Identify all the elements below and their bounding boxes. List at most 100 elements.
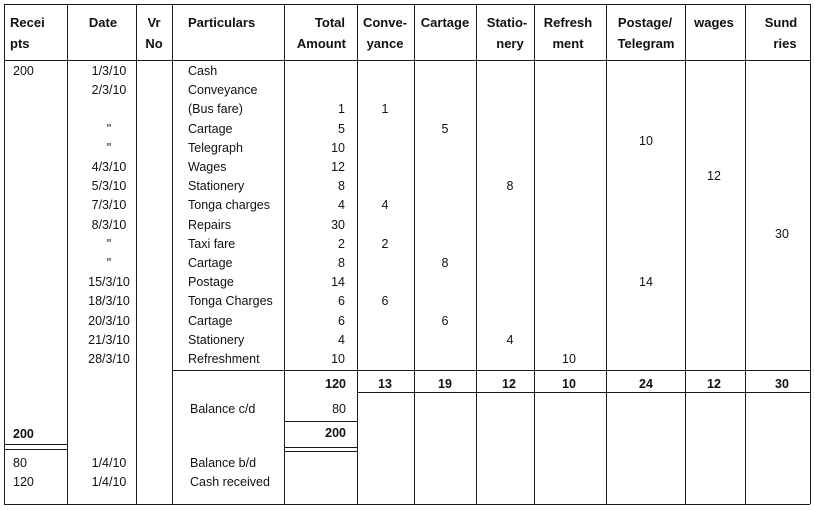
cell-stationery: 4 <box>506 332 514 347</box>
table-top-border <box>4 4 810 5</box>
cell-conveyance: 1 <box>381 102 389 117</box>
col-border-cartage <box>476 4 477 504</box>
header-stationery-line1: Statio- <box>486 15 528 30</box>
date-balance-bd: 1/4/10 <box>91 456 127 470</box>
totals-sundries: 30 <box>775 377 789 391</box>
cell-date: 21/3/10 <box>88 332 130 347</box>
col-border-stationery <box>534 4 535 504</box>
totals-total-amount: 120 <box>325 377 346 391</box>
header-receipts-line1: Recei <box>10 15 45 30</box>
cell-particulars: Cartage <box>188 121 233 136</box>
cell-sundries: 30 <box>775 226 789 241</box>
col-border-date <box>136 4 137 504</box>
col-border-left <box>4 4 5 504</box>
amount-grand-total: 200 <box>325 426 346 440</box>
date-cash-received: 1/4/10 <box>91 475 127 489</box>
cell-date: 5/3/10 <box>91 179 127 194</box>
cell-total-amount: 6 <box>338 313 345 328</box>
header-refreshment-line1: Refresh <box>543 15 593 30</box>
cell-receipt: 200 <box>13 64 34 78</box>
header-receipts-line2: pts <box>10 36 30 51</box>
cell-date: " <box>106 140 112 155</box>
cell-date: 15/3/10 <box>88 275 130 290</box>
particulars-cash-received: Cash received <box>190 475 270 489</box>
header-particulars: Particulars <box>188 15 256 30</box>
col-border-right <box>810 4 811 504</box>
cell-particulars: Cartage <box>188 313 233 328</box>
header-vr-line2: No <box>145 36 163 51</box>
cell-date: 8/3/10 <box>91 217 127 232</box>
col-border-receipts <box>67 4 68 504</box>
cell-cartage: 8 <box>441 256 449 270</box>
cell-total-amount: 8 <box>338 256 345 270</box>
cell-postage: 10 <box>639 133 653 148</box>
cell-date: 4/3/10 <box>91 160 127 174</box>
receipts-total-rule-b <box>4 449 67 450</box>
cell-particulars: Cartage <box>188 256 233 270</box>
cell-particulars: Telegraph <box>188 140 243 155</box>
cell-date: 7/3/10 <box>91 198 127 213</box>
col-border-total <box>357 4 358 504</box>
header-total-line1: Total <box>314 15 345 30</box>
cell-particulars: (Bus fare) <box>188 102 243 117</box>
header-wages: wages <box>694 15 734 30</box>
header-refreshment-line2: ment <box>552 36 584 51</box>
cell-conveyance: 6 <box>381 294 389 309</box>
particulars-balance-bd: Balance b/d <box>190 456 257 470</box>
header-cartage: Cartage <box>420 15 470 30</box>
header-sundries-line1: Sund <box>764 15 798 30</box>
cell-date: 18/3/10 <box>88 294 130 309</box>
header-conveyance-line2: yance <box>366 36 404 51</box>
cell-total-amount: 5 <box>338 121 345 136</box>
grand-total-rule-a <box>284 447 357 448</box>
cell-cartage: 5 <box>441 121 449 136</box>
balance-cd-label: Balance c/d <box>190 402 256 416</box>
cell-total-amount: 30 <box>331 217 345 232</box>
cell-particulars: Repairs <box>188 217 232 232</box>
col-border-postage <box>685 4 686 504</box>
col-border-refreshment <box>606 4 607 504</box>
cell-particulars: Wages <box>188 160 227 174</box>
receipts-total-rule-a <box>4 444 67 445</box>
cell-cartage: 6 <box>441 313 449 328</box>
receipt-cash-received: 120 <box>13 475 34 489</box>
cell-date: " <box>106 256 112 270</box>
cell-particulars: Tonga charges <box>188 198 271 213</box>
balance-cd-amount: 80 <box>332 402 346 416</box>
header-conveyance-line1: Conve- <box>362 15 408 30</box>
header-date: Date <box>88 15 118 30</box>
cell-stationery: 8 <box>506 179 514 194</box>
col-border-conveyance <box>414 4 415 504</box>
totals-wages: 12 <box>707 377 721 391</box>
table-bottom-border <box>4 504 810 505</box>
grand-total-rule-b <box>284 451 357 452</box>
cell-particulars: Conveyance <box>188 83 258 98</box>
cell-wages: 12 <box>707 169 721 183</box>
header-sundries-line2: ries <box>773 36 797 51</box>
header-divider <box>4 60 810 61</box>
cell-total-amount: 4 <box>338 198 345 213</box>
cell-particulars: Refreshment <box>188 352 260 366</box>
cell-date: 2/3/10 <box>91 83 127 98</box>
cell-conveyance: 2 <box>381 236 389 251</box>
cell-particulars: Stationery <box>188 332 245 347</box>
totals-conveyance: 13 <box>378 377 392 391</box>
cell-total-amount: 10 <box>331 140 345 155</box>
col-border-particulars <box>284 4 285 504</box>
cell-particulars: Tonga Charges <box>188 294 273 309</box>
totals-postage: 24 <box>639 377 653 391</box>
cell-total-amount: 2 <box>338 236 345 251</box>
totals-stationery: 12 <box>502 377 516 391</box>
cell-total-amount: 12 <box>331 160 345 174</box>
cell-date: 28/3/10 <box>88 352 130 366</box>
cell-particulars: Taxi fare <box>188 236 236 251</box>
col-border-wages <box>745 4 746 504</box>
cell-date: " <box>106 236 112 251</box>
totals-bottom-rule <box>357 392 810 393</box>
receipt-balance-bd: 80 <box>13 456 27 470</box>
cell-total-amount: 1 <box>338 102 345 117</box>
totals-cartage: 19 <box>438 377 452 391</box>
cell-refreshment: 10 <box>562 352 576 366</box>
cell-particulars: Cash <box>188 64 218 78</box>
cell-total-amount: 8 <box>338 179 345 194</box>
